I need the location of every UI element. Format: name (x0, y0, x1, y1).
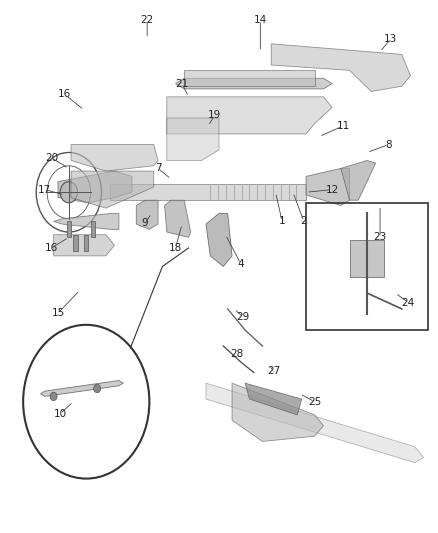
Text: 27: 27 (267, 367, 280, 376)
Polygon shape (53, 214, 119, 229)
Text: 24: 24 (402, 297, 415, 308)
Polygon shape (167, 97, 332, 134)
Bar (91, 221, 95, 237)
Text: 19: 19 (208, 110, 221, 120)
Text: 16: 16 (58, 89, 71, 99)
Bar (73, 235, 78, 251)
Polygon shape (206, 214, 232, 266)
Polygon shape (71, 171, 154, 208)
Polygon shape (53, 235, 115, 256)
Bar (67, 221, 71, 237)
Bar (84, 235, 88, 251)
Text: 17: 17 (38, 184, 52, 195)
Polygon shape (71, 144, 158, 171)
Text: 15: 15 (51, 308, 64, 318)
Text: 4: 4 (237, 259, 244, 269)
Text: 2: 2 (300, 216, 307, 227)
Polygon shape (58, 171, 132, 203)
Text: 13: 13 (384, 34, 398, 44)
Circle shape (94, 384, 101, 393)
Text: 20: 20 (45, 153, 58, 163)
Text: 28: 28 (230, 349, 243, 359)
Polygon shape (306, 168, 350, 206)
Polygon shape (341, 160, 376, 200)
Text: 23: 23 (374, 232, 387, 243)
Text: 18: 18 (169, 243, 182, 253)
Text: 25: 25 (308, 397, 321, 407)
Text: 22: 22 (141, 15, 154, 25)
Polygon shape (271, 44, 410, 92)
Text: 9: 9 (142, 218, 148, 228)
Polygon shape (41, 381, 123, 397)
Polygon shape (136, 200, 158, 229)
Polygon shape (350, 240, 385, 277)
Polygon shape (184, 70, 315, 86)
Text: 10: 10 (53, 409, 67, 419)
Text: 7: 7 (155, 164, 161, 173)
Text: 11: 11 (336, 121, 350, 131)
Text: 21: 21 (175, 78, 189, 88)
Polygon shape (167, 118, 219, 160)
Text: 12: 12 (325, 184, 339, 195)
Text: 16: 16 (45, 243, 58, 253)
Circle shape (50, 392, 57, 401)
Circle shape (60, 182, 78, 203)
Text: 1: 1 (279, 216, 286, 227)
Polygon shape (232, 383, 323, 441)
Polygon shape (110, 184, 306, 200)
Text: 8: 8 (385, 140, 392, 150)
Bar (306, 203, 428, 330)
Text: 29: 29 (237, 312, 250, 322)
Polygon shape (165, 200, 191, 237)
Text: 14: 14 (254, 15, 267, 25)
Polygon shape (206, 383, 424, 463)
Polygon shape (176, 78, 332, 89)
Polygon shape (245, 383, 302, 415)
